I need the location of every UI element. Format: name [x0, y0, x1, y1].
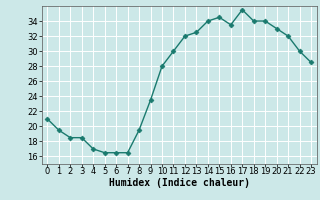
X-axis label: Humidex (Indice chaleur): Humidex (Indice chaleur) — [109, 178, 250, 188]
